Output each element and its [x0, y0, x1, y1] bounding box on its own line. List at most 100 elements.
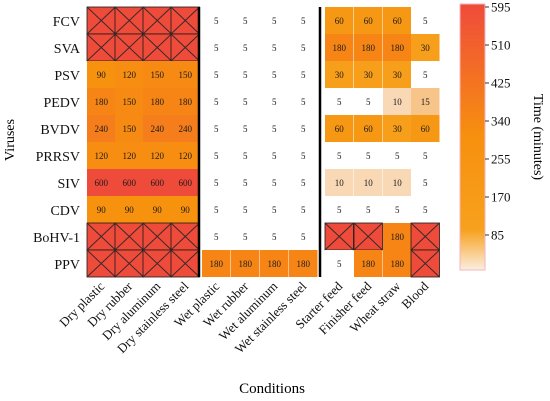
cell-value-label: 5 [395, 151, 400, 161]
cell-value-label: 5 [272, 70, 277, 80]
heatmap-cell: 180 [260, 250, 289, 277]
column-label: Blood [398, 278, 431, 311]
cell-value-label: 5 [337, 259, 342, 269]
heatmap-cell: 5 [289, 142, 318, 169]
cell-value-label: 5 [337, 97, 342, 107]
heatmap-cell: 180 [87, 88, 116, 115]
heatmap-cell: 60 [354, 115, 383, 142]
cell-value-label: 120 [179, 151, 193, 161]
cell-value-label: 60 [335, 124, 345, 134]
cell-value-label: 5 [214, 70, 219, 80]
y-axis-title: Viruses [3, 119, 18, 161]
cell-value-label: 5 [272, 16, 277, 26]
heatmap-cell: 30 [383, 61, 412, 88]
heatmap-cell: 5 [260, 115, 289, 142]
cell-value-label: 150 [123, 97, 137, 107]
cell-value-label: 5 [243, 232, 248, 242]
row-label: PPV [54, 258, 80, 273]
cell-value-label: 5 [301, 151, 306, 161]
heatmap-cell: 5 [411, 7, 440, 34]
heatmap-cell: 240 [143, 115, 172, 142]
heatmap-cell: 180 [289, 250, 318, 277]
cell-value-label: 5 [272, 178, 277, 188]
heatmap-cell [86, 222, 116, 251]
cell-value-label: 5 [214, 205, 219, 215]
heatmap-cell: 5 [202, 223, 231, 250]
heatmap-cell: 5 [202, 196, 231, 223]
row-label: BoHV-1 [33, 231, 80, 246]
cell-value-label: 5 [272, 232, 277, 242]
heatmap-cell: 150 [115, 88, 144, 115]
cell-value-label: 120 [95, 151, 109, 161]
cell-value-label: 5 [214, 43, 219, 53]
heatmap-cell: 5 [202, 169, 231, 196]
heatmap-cell: 5 [289, 169, 318, 196]
heatmap-cell: 90 [143, 196, 172, 223]
cell-value-label: 5 [272, 124, 277, 134]
heatmap-cells: 5 5 5 5 60 60 60 5 5 5 5 5 180 180 180 30 90 120 150 150 5 5 5… [86, 6, 440, 278]
heatmap-cell: 150 [115, 115, 144, 142]
heatmap-cell: 180 [383, 34, 412, 61]
heatmap-cell: 600 [115, 169, 144, 196]
heatmap-cell: 30 [354, 61, 383, 88]
colorbar-ticks: 85 170 255 340 425 510 595 [485, 0, 511, 243]
heatmap-cell: 5 [289, 61, 318, 88]
heatmap-cell: 5 [325, 250, 354, 277]
cell-value-label: 150 [179, 70, 193, 80]
group-dividers [197, 7, 322, 277]
heatmap-cell [410, 222, 440, 251]
row-label: PRRSV [36, 150, 80, 165]
cell-value-label: 600 [151, 178, 165, 188]
cell-value-label: 30 [364, 70, 374, 80]
heatmap-cell: 5 [231, 34, 260, 61]
heatmap-cell [142, 222, 172, 251]
heatmap-cell: 5 [260, 223, 289, 250]
heatmap-cell: 120 [87, 142, 116, 169]
cell-value-label: 240 [95, 124, 109, 134]
cell-value-label: 180 [239, 259, 253, 269]
cell-value-label: 180 [362, 43, 376, 53]
row-label: SVA [54, 42, 81, 57]
heatmap-cell: 5 [411, 61, 440, 88]
row-label: PSV [54, 69, 80, 84]
heatmap-cell: 5 [289, 34, 318, 61]
cell-value-label: 5 [214, 151, 219, 161]
cell-value-label: 240 [179, 124, 193, 134]
heatmap-cell: 180 [325, 34, 354, 61]
row-label: PEDV [43, 96, 80, 111]
heatmap-cell [410, 249, 440, 278]
cell-value-label: 5 [243, 97, 248, 107]
heatmap-cell: 5 [411, 196, 440, 223]
heatmap-cell: 5 [231, 115, 260, 142]
heatmap-cell: 120 [115, 142, 144, 169]
heatmap-cell: 150 [143, 61, 172, 88]
cell-value-label: 5 [301, 232, 306, 242]
heatmap-cell [114, 33, 144, 62]
colorbar-tick-label: 340 [491, 114, 511, 129]
heatmap-cell [170, 222, 200, 251]
heatmap-cell: 5 [354, 196, 383, 223]
cell-value-label: 150 [123, 124, 137, 134]
heatmap-cell: 180 [383, 223, 412, 250]
heatmap-cell: 5 [260, 169, 289, 196]
heatmap-cell: 60 [325, 115, 354, 142]
cell-value-label: 180 [95, 97, 109, 107]
heatmap-cell: 5 [260, 61, 289, 88]
heatmap-cell [114, 222, 144, 251]
cell-value-label: 5 [423, 205, 428, 215]
heatmap-cell: 5 [202, 61, 231, 88]
cell-value-label: 5 [214, 232, 219, 242]
heatmap-cell [170, 249, 200, 278]
heatmap-cell: 10 [354, 169, 383, 196]
cell-value-label: 10 [393, 178, 403, 188]
cell-value-label: 240 [151, 124, 165, 134]
cell-value-label: 5 [423, 70, 428, 80]
cell-value-label: 5 [243, 178, 248, 188]
cell-value-label: 60 [335, 16, 345, 26]
heatmap-cell: 10 [383, 169, 412, 196]
cell-value-label: 5 [301, 43, 306, 53]
heatmap-cell: 5 [231, 142, 260, 169]
heatmap-cell [114, 6, 144, 35]
cell-value-label: 5 [272, 151, 277, 161]
